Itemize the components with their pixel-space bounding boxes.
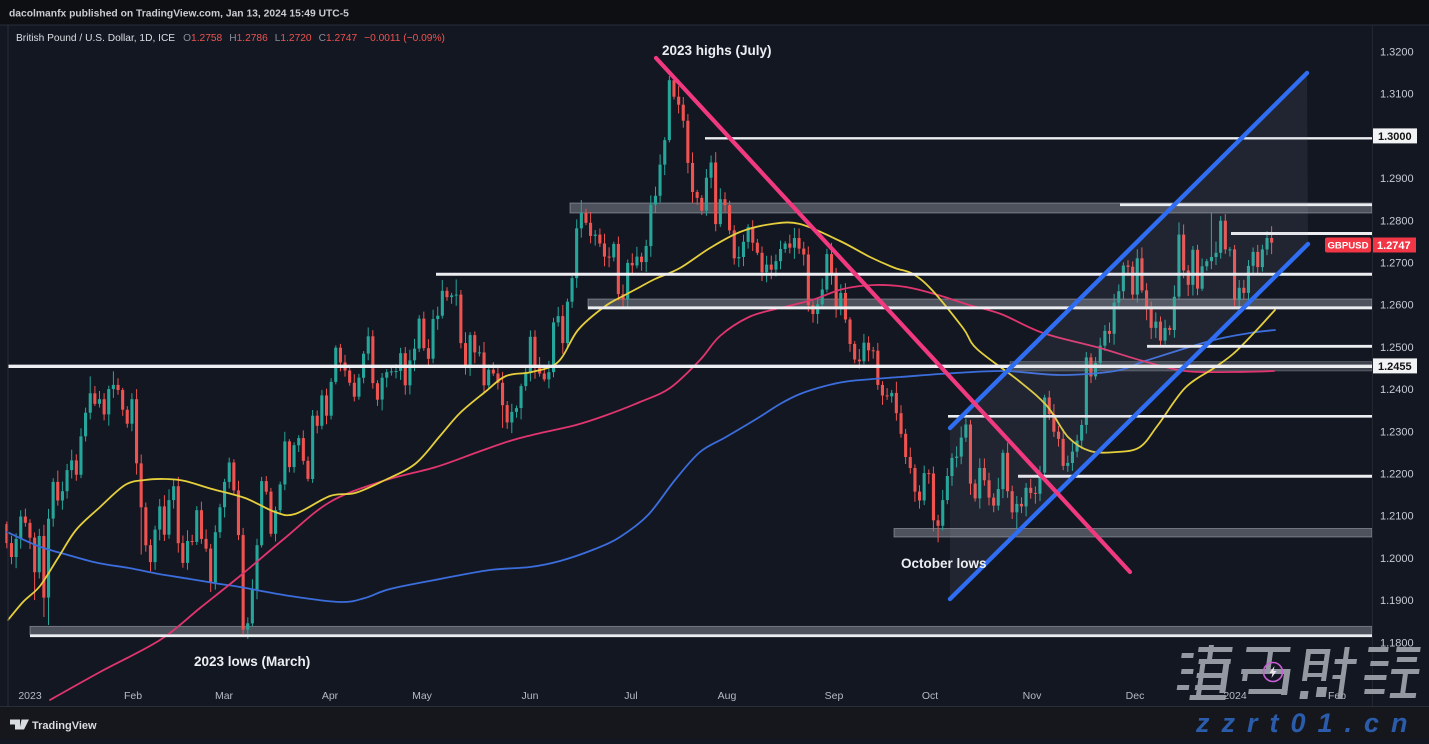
svg-text:GBPUSD: GBPUSD: [1327, 241, 1368, 252]
svg-text:May: May: [412, 690, 433, 702]
svg-text:Dec: Dec: [1126, 690, 1145, 702]
svg-text:Sep: Sep: [825, 690, 844, 702]
svg-text:1.3000: 1.3000: [1378, 131, 1412, 143]
svg-text:2024: 2024: [1223, 690, 1247, 702]
svg-text:October lows: October lows: [901, 556, 987, 571]
svg-text:1.2400: 1.2400: [1380, 384, 1414, 396]
svg-text:Jun: Jun: [522, 690, 539, 702]
svg-text:dacolmanfx published on Tradin: dacolmanfx published on TradingView.com,…: [9, 9, 349, 20]
svg-text:1.2300: 1.2300: [1380, 426, 1414, 438]
svg-text:Feb: Feb: [124, 690, 142, 702]
svg-text:TradingView: TradingView: [32, 720, 97, 732]
svg-text:Apr: Apr: [322, 690, 339, 702]
svg-text:zzrt01.cn: zzrt01.cn: [1195, 708, 1420, 738]
svg-text:2023 lows (March): 2023 lows (March): [194, 654, 310, 669]
svg-text:Nov: Nov: [1023, 690, 1042, 702]
svg-text:Jul: Jul: [624, 690, 637, 702]
svg-text:2023 highs (July): 2023 highs (July): [662, 43, 772, 58]
svg-text:Aug: Aug: [718, 690, 737, 702]
svg-text:Feb: Feb: [1328, 690, 1346, 702]
svg-text:1.1800: 1.1800: [1380, 637, 1414, 649]
svg-text:1.2500: 1.2500: [1380, 342, 1414, 354]
svg-text:Mar: Mar: [215, 690, 234, 702]
svg-text:2023: 2023: [18, 690, 42, 702]
svg-text:1.2800: 1.2800: [1380, 215, 1414, 227]
svg-text:British Pound / U.S. Dollar, 1: British Pound / U.S. Dollar, 1D, ICE O1.2…: [16, 33, 445, 44]
svg-text:Oct: Oct: [922, 690, 938, 702]
svg-text:1.2700: 1.2700: [1380, 258, 1414, 270]
svg-text:1.3100: 1.3100: [1380, 89, 1414, 101]
svg-text:1.2000: 1.2000: [1380, 553, 1414, 565]
svg-text:1.2747: 1.2747: [1377, 240, 1411, 252]
svg-text:1.1900: 1.1900: [1380, 595, 1414, 607]
svg-text:1.2455: 1.2455: [1378, 361, 1412, 373]
svg-text:1.2100: 1.2100: [1380, 511, 1414, 523]
svg-text:1.2900: 1.2900: [1380, 173, 1414, 185]
svg-text:1.3200: 1.3200: [1380, 47, 1414, 59]
svg-text:1.2600: 1.2600: [1380, 300, 1414, 312]
svg-text:1.2200: 1.2200: [1380, 469, 1414, 481]
